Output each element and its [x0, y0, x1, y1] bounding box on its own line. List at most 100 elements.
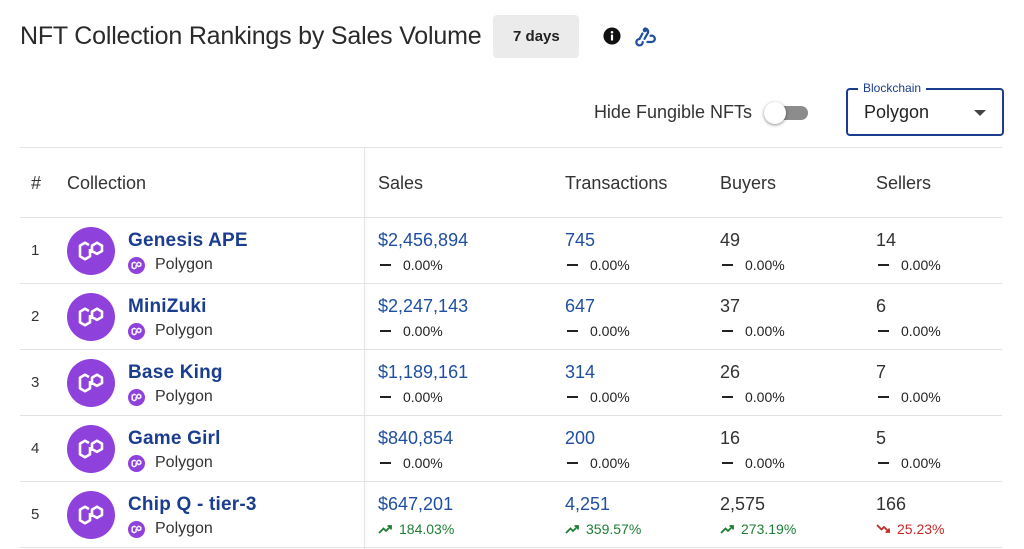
collection-avatar-polygon-icon[interactable]: [67, 293, 115, 341]
sales-cell: $1,189,161 0.00%: [378, 362, 468, 407]
sellers-change: 0.00%: [876, 255, 941, 275]
collection-name-link[interactable]: MiniZuki: [128, 296, 207, 317]
sales-cell: $2,456,894 0.00%: [378, 230, 468, 275]
polygon-icon: [128, 454, 145, 472]
blockchain-select[interactable]: Blockchain Polygon: [846, 81, 1004, 136]
polygon-icon: [128, 322, 145, 340]
transactions-cell: 745 0.00%: [565, 230, 630, 275]
sellers-cell: 7 0.00%: [876, 362, 941, 407]
trending-up-icon: [378, 525, 392, 534]
sales-cell: $647,201 184.03%: [378, 494, 454, 539]
chain-name: Polygon: [155, 454, 213, 471]
collection-avatar-polygon-icon[interactable]: [67, 359, 115, 407]
collection-name-link[interactable]: Chip Q - tier-3: [128, 494, 257, 515]
trending-up-icon: [720, 525, 734, 534]
collection-avatar-polygon-icon[interactable]: [67, 491, 115, 539]
transactions-value[interactable]: 647: [565, 296, 596, 316]
dash-icon: [567, 264, 578, 266]
change-percent: 0.00%: [901, 455, 941, 471]
dash-icon: [878, 396, 889, 398]
rankings-table: # Collection Sales Transactions Buyers S…: [20, 147, 1002, 549]
buyers-change: 0.00%: [720, 321, 785, 341]
change-percent: 0.00%: [590, 323, 630, 339]
buyers-change: 0.00%: [720, 453, 785, 473]
toggle-thumb: [764, 102, 786, 124]
collection-avatar-polygon-icon[interactable]: [67, 227, 115, 275]
dash-icon: [878, 462, 889, 464]
dash-icon: [722, 396, 733, 398]
table-row[interactable]: 1 Genesis APE Polygon $2,456,894 0.00% 7…: [20, 218, 1002, 284]
change-percent: 0.00%: [403, 389, 443, 405]
dash-icon: [380, 264, 391, 266]
table-row[interactable]: 5 Chip Q - tier-3 Polygon $647,201 184.0…: [20, 482, 1002, 548]
dash-icon: [567, 330, 578, 332]
buyers-value: 26: [720, 362, 741, 382]
change-percent: 0.00%: [590, 389, 630, 405]
sellers-change: 0.00%: [876, 321, 941, 341]
header-transactions[interactable]: Transactions: [565, 173, 668, 193]
sellers-cell: 14 0.00%: [876, 230, 941, 275]
table-row[interactable]: 3 Base King Polygon $1,189,161 0.00% 314…: [20, 350, 1002, 416]
table-row[interactable]: 4 Game Girl Polygon $840,854 0.00% 200 0…: [20, 416, 1002, 482]
table-row[interactable]: 2 MiniZuki Polygon $2,247,143 0.00% 647 …: [20, 284, 1002, 350]
change-percent: 25.23%: [897, 521, 945, 537]
hide-fungible-toggle[interactable]: [764, 102, 810, 124]
change-percent: 273.19%: [741, 521, 797, 537]
change-percent: 0.00%: [403, 323, 443, 339]
change-percent: 0.00%: [745, 455, 785, 471]
period-selector-button[interactable]: 7 days: [493, 14, 580, 58]
sellers-value: 14: [876, 230, 897, 250]
sales-cell: $840,854 0.00%: [378, 428, 453, 473]
sales-value[interactable]: $647,201: [378, 494, 454, 514]
sales-change: 0.00%: [378, 387, 468, 407]
transactions-change: 359.57%: [565, 519, 641, 539]
transactions-cell: 314 0.00%: [565, 362, 630, 407]
collection-name-link[interactable]: Genesis APE: [128, 230, 248, 251]
collection-name-link[interactable]: Base King: [128, 362, 223, 383]
title-row: NFT Collection Rankings by Sales Volume …: [20, 14, 657, 58]
column-divider: [364, 147, 365, 549]
transactions-value[interactable]: 745: [565, 230, 596, 250]
blockchain-select-label: Blockchain: [858, 81, 927, 95]
transactions-value[interactable]: 314: [565, 362, 596, 382]
sellers-cell: 166 25.23%: [876, 494, 944, 539]
sales-change: 0.00%: [378, 255, 468, 275]
polygon-icon: [128, 388, 145, 406]
collection-avatar-polygon-icon[interactable]: [67, 425, 115, 473]
sales-value[interactable]: $1,189,161: [378, 362, 469, 382]
buyers-cell: 2,575 273.19%: [720, 494, 796, 539]
trending-down-icon: [876, 524, 890, 533]
polygon-icon: [128, 520, 145, 538]
sales-value[interactable]: $840,854: [378, 428, 454, 448]
sales-value[interactable]: $2,456,894: [378, 230, 469, 250]
sales-value[interactable]: $2,247,143: [378, 296, 469, 316]
transactions-value[interactable]: 200: [565, 428, 596, 448]
change-percent: 0.00%: [590, 257, 630, 273]
dash-icon: [722, 330, 733, 332]
rank: 3: [31, 374, 40, 391]
buyers-cell: 37 0.00%: [720, 296, 785, 341]
header-buyers[interactable]: Buyers: [720, 173, 777, 193]
dash-icon: [567, 462, 578, 464]
header-rank[interactable]: #: [31, 173, 42, 193]
rank: 1: [31, 242, 40, 259]
transactions-change: 0.00%: [565, 321, 630, 341]
header-sellers[interactable]: Sellers: [876, 173, 932, 193]
header-collection[interactable]: Collection: [67, 173, 147, 193]
change-percent: 0.00%: [901, 257, 941, 273]
collection-name-link[interactable]: Game Girl: [128, 428, 221, 449]
transactions-value[interactable]: 4,251: [565, 494, 611, 514]
chain-name: Polygon: [155, 520, 213, 537]
header-sales[interactable]: Sales: [378, 173, 424, 193]
chain-badge: Polygon: [128, 520, 213, 538]
transactions-change: 0.00%: [565, 453, 630, 473]
trending-up-icon: [565, 525, 579, 534]
info-icon[interactable]: [603, 27, 621, 45]
table-header: # Collection Sales Transactions Buyers S…: [20, 147, 1002, 218]
dash-icon: [878, 330, 889, 332]
webhook-icon[interactable]: [633, 24, 657, 48]
buyers-value: 37: [720, 296, 741, 316]
change-percent: 0.00%: [590, 455, 630, 471]
chain-badge: Polygon: [128, 256, 213, 274]
sellers-change: 0.00%: [876, 453, 941, 473]
